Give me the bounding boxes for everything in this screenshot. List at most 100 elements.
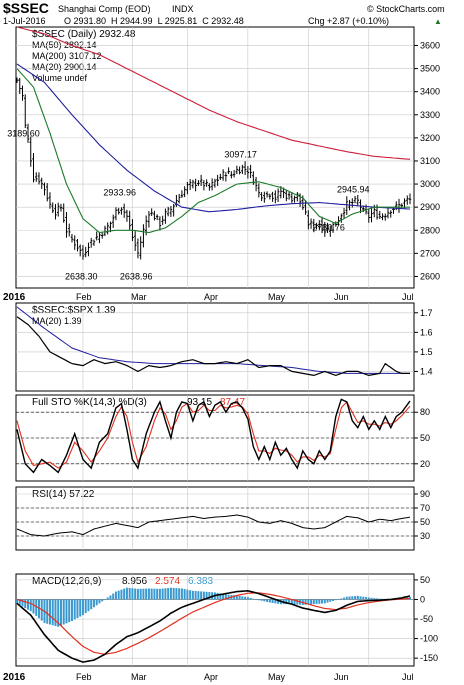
- macd-hist-bar: [134, 588, 137, 600]
- macd-hist-bar: [296, 599, 299, 605]
- macd-tick-label: -100: [420, 634, 438, 644]
- legend-rsi: RSI(14) 57.22: [32, 489, 95, 500]
- rsi-legend: RSI(14) 57.22: [32, 489, 95, 500]
- price-annotation: 3189.60: [7, 128, 40, 138]
- month-label-mar: Mar: [131, 292, 147, 302]
- macd-hist-bar: [202, 591, 205, 600]
- legend-ratio: $SSEC:$SPX 1.39: [32, 305, 116, 316]
- macd-hist-bar: [92, 599, 95, 608]
- macd-hist-bar: [62, 599, 65, 625]
- up-arrow-icon: ▲: [434, 17, 442, 26]
- ratio-tick-label: 1.5: [420, 347, 433, 357]
- legend-macd-signal: 2.574: [155, 576, 180, 587]
- macd-hist-bar: [288, 599, 291, 605]
- bottom-month-may: May: [268, 672, 286, 682]
- macd-hist-bar: [326, 599, 329, 603]
- macd-hist-bar: [153, 588, 156, 600]
- price-annotation: 2638.96: [120, 271, 153, 281]
- macd-hist-bar: [186, 589, 189, 600]
- legend-macd-hist: 6.383: [188, 576, 213, 587]
- macd-signal-line: [16, 592, 411, 655]
- legend-sto-prefix: Full STO %K(14,3) %D(3): [32, 397, 147, 408]
- price-annotation: 3097.17: [224, 150, 257, 160]
- macd-hist-bar: [238, 595, 241, 600]
- macd-hist-bar: [304, 599, 307, 605]
- rsi-tick-label: 50: [420, 517, 430, 527]
- macd-hist-bar: [167, 587, 170, 600]
- macd-hist-bar: [81, 599, 84, 616]
- macd-hist-bar: [224, 594, 227, 600]
- macd-hist-bar: [142, 588, 145, 600]
- macd-hist-bar: [367, 597, 370, 600]
- macd-hist-bar: [191, 590, 194, 600]
- ma20-line: [16, 68, 410, 234]
- macd-hist-bar: [87, 599, 90, 612]
- macd-hist-bar: [365, 597, 368, 600]
- legend-ma50: MA(50) 2892.14: [32, 40, 97, 50]
- symbol-title: $SSEC: [3, 0, 49, 16]
- rsi-panel: [15, 486, 415, 551]
- sto-tick-label: 80: [420, 407, 430, 417]
- legend-macd-value: 8.956: [122, 576, 147, 587]
- bottom-month-jun: Jun: [334, 672, 349, 682]
- macd-hist-bar: [24, 599, 27, 609]
- price-tick-label: 3000: [420, 179, 440, 189]
- macd-hist-bar: [84, 599, 87, 614]
- price-tick-label: 2900: [420, 202, 440, 212]
- month-label-apr: Apr: [204, 292, 218, 302]
- price-tick-label: 3200: [420, 133, 440, 143]
- macd-tick-label: -150: [420, 653, 438, 663]
- price-tick-label: 2600: [420, 271, 440, 281]
- macd-hist-bar: [310, 599, 313, 605]
- macd-hist-bar: [255, 599, 258, 600]
- macd-hist-bar: [68, 599, 71, 623]
- legend-price: $SSEC (Daily) 2932.48: [32, 29, 136, 40]
- macd-hist-bar: [271, 599, 274, 603]
- change-label: Chg +2.87 (+0.10%): [308, 16, 389, 26]
- macd-hist-bar: [268, 599, 271, 603]
- macd-hist-bar: [109, 595, 112, 600]
- macd-hist-bar: [131, 588, 134, 600]
- macd-hist-bar: [293, 599, 296, 605]
- macd-hist-bar: [117, 590, 120, 600]
- macd-hist-bar: [54, 599, 57, 627]
- macd-hist-bar: [16, 599, 18, 604]
- macd-hist-bar: [59, 599, 62, 626]
- macd-hist-bar: [373, 598, 376, 600]
- macd-hist-bar: [95, 599, 98, 606]
- bottom-month-jul: Jul: [402, 672, 414, 682]
- month-label-jun: Jun: [334, 292, 349, 302]
- macd-hist-bar: [351, 596, 354, 600]
- macd-hist-bar: [241, 596, 244, 600]
- bottom-month-2016: 2016: [3, 672, 26, 683]
- macd-hist-bar: [147, 588, 150, 600]
- macd-hist-bar: [178, 588, 181, 600]
- ratio-tick-label: 1.4: [420, 366, 433, 376]
- legend-ratio-ma: MA(20) 1.39: [32, 316, 82, 326]
- macd-panel: [15, 573, 415, 667]
- macd-hist-bar: [246, 597, 249, 600]
- macd-hist-bar: [257, 599, 260, 601]
- macd-hist-bar: [197, 591, 200, 600]
- legend-macd-prefix: MACD(12,26,9): [32, 576, 101, 587]
- month-label-jul: Jul: [402, 292, 414, 302]
- macd-hist-bar: [235, 595, 238, 600]
- sto-tick-label: 20: [420, 459, 430, 469]
- price-tick-label: 3300: [420, 110, 440, 120]
- macd-hist-bar: [172, 587, 175, 600]
- macd-hist-bar: [79, 599, 82, 617]
- macd-hist-bar: [51, 599, 54, 626]
- macd-hist-bar: [46, 599, 49, 624]
- macd-hist-bar: [233, 595, 236, 600]
- macd-hist-bar: [35, 599, 38, 616]
- legend-ma200: MA(200) 3107.12: [32, 51, 102, 61]
- macd-hist-bar: [307, 599, 310, 605]
- legend-volume: Volume undef: [32, 73, 88, 83]
- macd-hist-bar: [145, 588, 148, 600]
- price-legend: $SSEC (Daily) 2932.48 MA(50) 2892.14 MA(…: [32, 29, 136, 83]
- macd-hist-bar: [370, 597, 373, 600]
- macd-hist-bar: [354, 596, 357, 600]
- macd-hist-bar: [312, 599, 315, 605]
- macd-hist-bar: [114, 591, 117, 600]
- macd-hist-bar: [252, 598, 255, 600]
